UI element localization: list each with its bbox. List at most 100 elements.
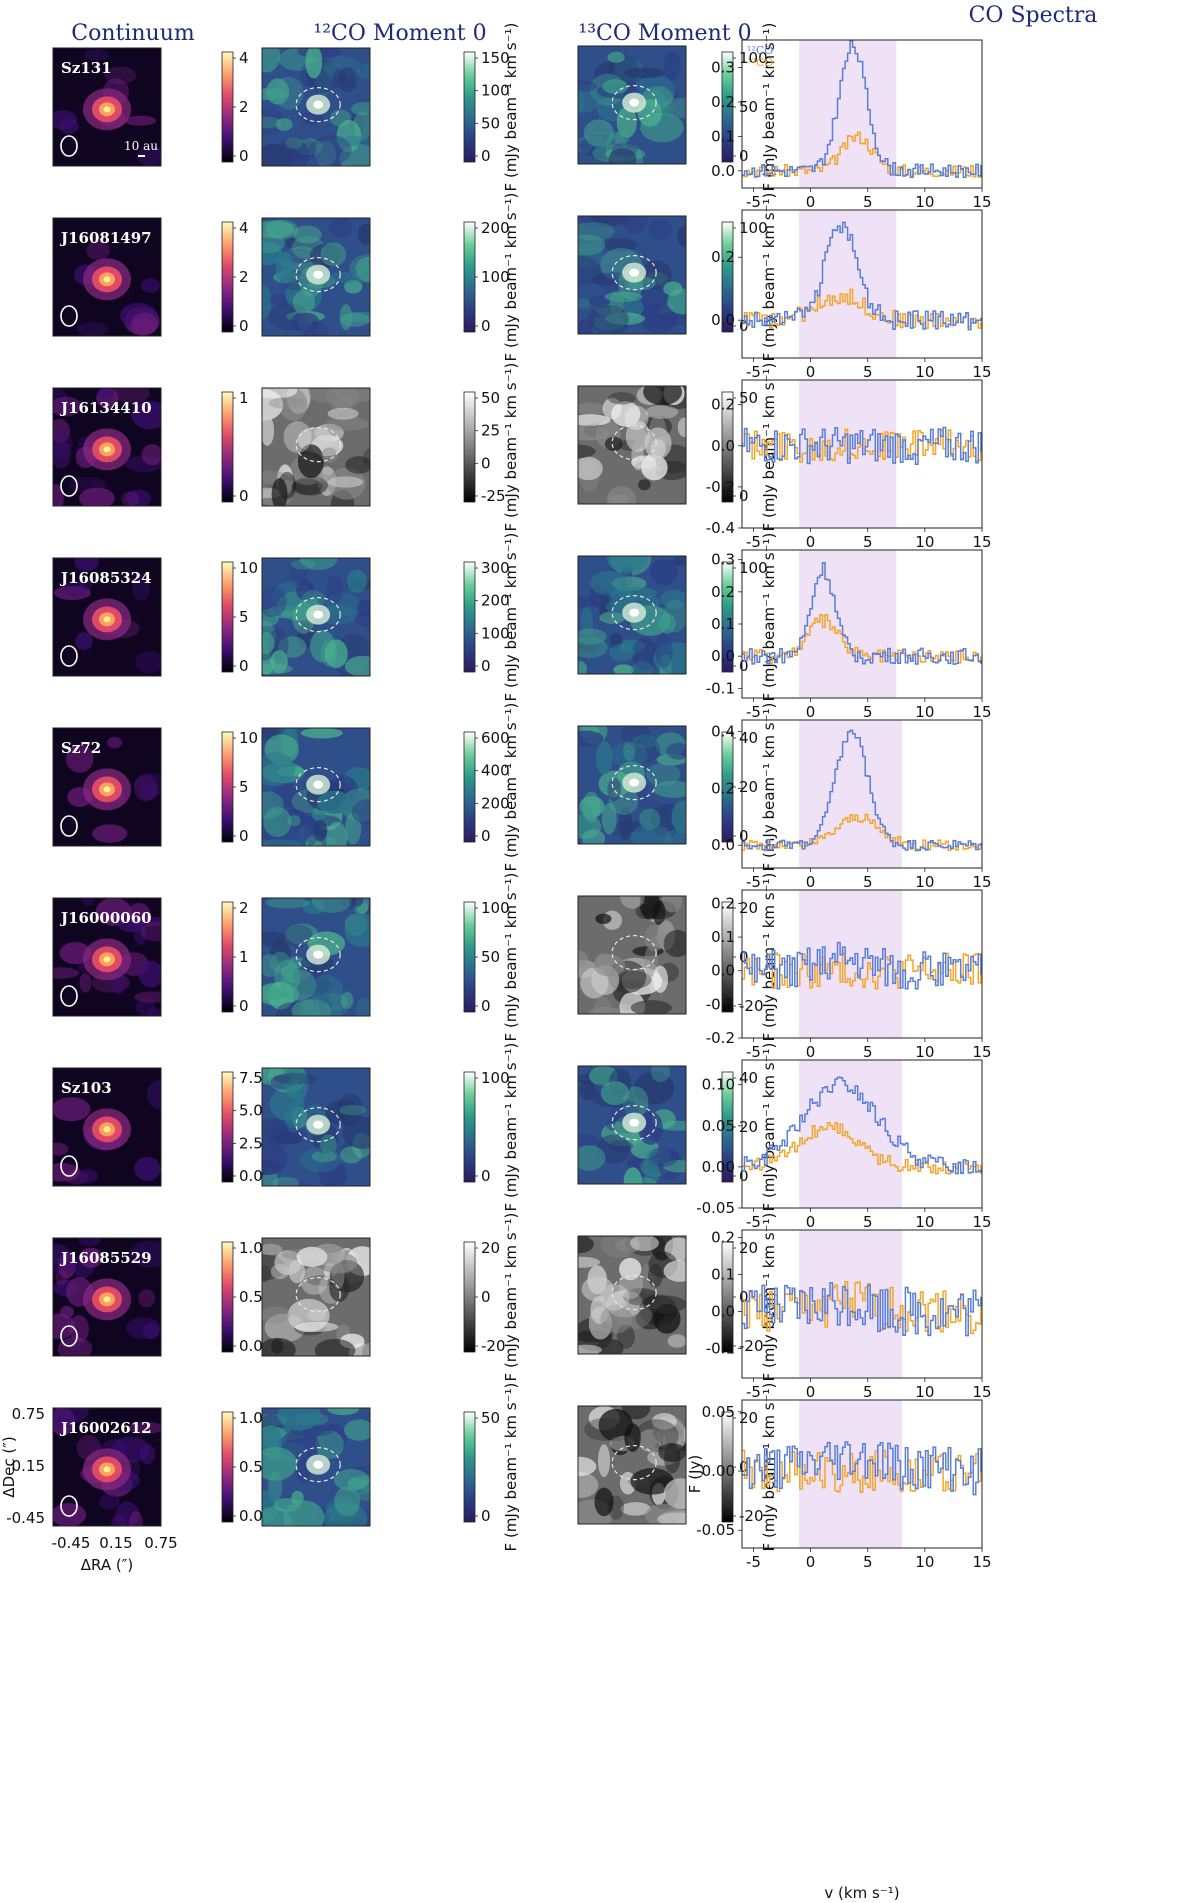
colorbar <box>463 901 476 1013</box>
continuum-noise <box>140 1444 156 1465</box>
colorbar-label: F (mJy beam⁻¹ km s⁻¹) <box>760 363 778 532</box>
noise-blob <box>608 786 639 815</box>
noise-blob <box>262 1337 296 1356</box>
continuum-noise <box>53 1503 87 1526</box>
noise-blob <box>278 728 299 737</box>
noise-blob <box>621 216 648 235</box>
continuum-noise <box>147 1080 161 1110</box>
noise-blob <box>284 152 301 166</box>
spectrum-frame <box>741 1229 983 1379</box>
noise-blob <box>271 478 288 506</box>
image-texture <box>578 46 686 164</box>
colorbar-tick-label: 100 <box>739 219 768 237</box>
noise-blob <box>275 251 294 284</box>
x-tick-label: 15 <box>972 363 991 381</box>
velocity-band <box>799 720 902 868</box>
noise-blob <box>640 303 678 334</box>
x-tick-label: -5 <box>746 1213 761 1231</box>
continuum-noise <box>131 312 158 336</box>
noise-blob <box>581 1276 614 1302</box>
noise-blob <box>578 1344 602 1354</box>
colorbar-tick-label: -20 <box>739 1337 764 1355</box>
image-texture <box>578 556 686 674</box>
co13-image-frame <box>577 1405 687 1525</box>
noise-blob <box>590 570 628 596</box>
noise-blob <box>625 420 651 452</box>
noise-blob <box>278 636 307 658</box>
noise-blob <box>287 472 332 485</box>
noise-blob <box>641 454 668 481</box>
source-name: Sz131 <box>61 59 112 77</box>
x-tick-label: 5 <box>863 533 873 551</box>
colorbar-tick-label: 40 <box>739 1069 758 1087</box>
x-tick-label: 10 <box>915 533 934 551</box>
noise-blob <box>343 1419 370 1441</box>
noise-blob <box>600 1304 633 1334</box>
colorbar-tick-label: 10 <box>239 559 258 577</box>
co13-image-emission-core <box>629 1118 640 1127</box>
colorbar-tick-label: 50 <box>739 98 758 116</box>
noise-blob <box>285 278 323 312</box>
noise-blob <box>270 951 291 974</box>
x-tick-label: 5 <box>863 1383 873 1401</box>
noise-blob <box>593 954 626 977</box>
continuum-noise <box>104 66 137 85</box>
noise-blob <box>262 586 287 618</box>
x-tick-label: 5 <box>863 1043 873 1061</box>
noise-blob <box>344 655 370 676</box>
noise-blob <box>269 939 291 969</box>
co12-spectrum-line <box>742 1441 982 1496</box>
noise-blob <box>644 1157 660 1184</box>
x-tick-label: 15 <box>972 1213 991 1231</box>
noise-blob <box>270 1263 289 1280</box>
noise-blob <box>663 51 681 81</box>
co13-image-emission-core <box>629 778 640 787</box>
continuum-noise <box>78 578 93 592</box>
noise-blob <box>262 609 279 627</box>
continuum-core <box>103 786 111 793</box>
continuum-noise <box>79 972 92 993</box>
noise-blob <box>578 1134 599 1147</box>
colorbar-tick-label: 100 <box>739 559 768 577</box>
noise-blob <box>578 1256 601 1268</box>
noise-blob <box>619 896 645 909</box>
image-texture <box>578 1406 686 1524</box>
noise-blob <box>588 1007 623 1014</box>
noise-blob <box>644 1503 681 1524</box>
noise-blob <box>262 1446 298 1481</box>
noise-blob <box>605 600 628 614</box>
noise-blob <box>597 1444 611 1478</box>
noise-blob <box>656 1512 686 1524</box>
noise-blob <box>579 796 605 818</box>
colorbar-tick-label: 0 <box>481 827 491 845</box>
noise-blob <box>285 924 313 947</box>
co12-image-frame <box>261 1407 371 1527</box>
colorbar-label: F (mJy beam⁻¹ km s⁻¹) <box>502 1043 520 1212</box>
continuum-noise <box>125 489 152 506</box>
noise-blob <box>283 236 318 250</box>
ra-axis-label: ΔRA (″) <box>81 1556 133 1574</box>
disk-contour <box>295 257 341 293</box>
colorbar-tick-label: 100 <box>481 624 510 642</box>
noise-blob <box>282 1068 310 1101</box>
continuum-noise <box>142 1322 160 1340</box>
continuum-noise <box>112 388 150 404</box>
continuum-image <box>53 558 161 676</box>
co12-spectrum-line <box>742 221 982 331</box>
y-tick-label: 0.2 <box>711 779 735 797</box>
continuum-frame <box>52 1407 162 1527</box>
noise-blob <box>658 1443 686 1463</box>
colorbar-label: F (mJy beam⁻¹ km s⁻¹) <box>760 193 778 362</box>
x-tick-label: 0 <box>806 1553 816 1571</box>
noise-blob <box>307 388 338 403</box>
image-texture <box>262 1408 370 1526</box>
colorbar-tick-label: 20 <box>739 1409 758 1427</box>
noise-blob <box>355 256 370 282</box>
continuum-noise <box>98 388 116 399</box>
y-tick-label: -0.4 <box>706 519 735 537</box>
x-tick-label: 15 <box>972 873 991 891</box>
colorbar <box>221 1241 234 1353</box>
continuum-column-title: Continuum <box>71 21 195 46</box>
